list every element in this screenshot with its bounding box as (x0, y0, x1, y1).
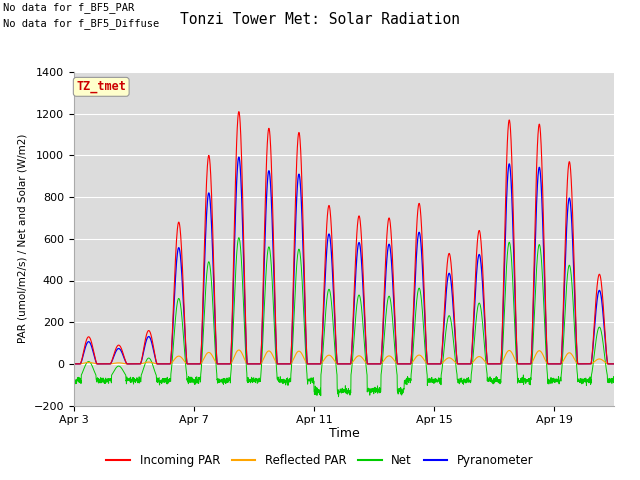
Reflected PAR (235, 347, 243, 353)
Pyranometer (70, 361, 77, 367)
Incoming PAR (235, 109, 243, 115)
Net (266, 248, 274, 254)
Incoming PAR (266, 133, 274, 139)
Net (122, 378, 130, 384)
Pyranometer (362, 329, 369, 335)
Incoming PAR (611, 361, 618, 367)
Pyranometer (266, 174, 274, 180)
Line: Net: Net (74, 238, 614, 397)
Incoming PAR (362, 323, 369, 328)
Y-axis label: PAR (umol/m2/s) / Net and Solar (W/m2): PAR (umol/m2/s) / Net and Solar (W/m2) (18, 134, 28, 344)
Pyranometer (155, 361, 163, 367)
Reflected PAR (122, 361, 130, 367)
X-axis label: Time: Time (328, 427, 360, 440)
Incoming PAR (541, 267, 548, 273)
Incoming PAR (189, 361, 197, 367)
Pyranometer (611, 361, 618, 367)
Text: No data for f_BF5_Diffuse: No data for f_BF5_Diffuse (3, 18, 159, 29)
Net (155, 378, 163, 384)
Line: Pyranometer: Pyranometer (74, 157, 614, 364)
Reflected PAR (362, 359, 369, 365)
Reflected PAR (611, 361, 618, 367)
Net (235, 235, 243, 240)
Text: Tonzi Tower Met: Solar Radiation: Tonzi Tower Met: Solar Radiation (180, 12, 460, 27)
Net (541, 327, 548, 333)
Line: Reflected PAR: Reflected PAR (74, 350, 614, 364)
Reflected PAR (189, 361, 197, 367)
Text: No data for f_BF5_PAR: No data for f_BF5_PAR (3, 2, 134, 13)
Line: Incoming PAR: Incoming PAR (74, 112, 614, 364)
Legend: Incoming PAR, Reflected PAR, Net, Pyranometer: Incoming PAR, Reflected PAR, Net, Pyrano… (102, 449, 538, 472)
Pyranometer (122, 360, 130, 365)
Text: TZ_tmet: TZ_tmet (76, 80, 126, 93)
Reflected PAR (266, 348, 274, 354)
Net (189, 377, 197, 383)
Net (611, 378, 618, 384)
Reflected PAR (70, 361, 77, 367)
Reflected PAR (155, 361, 163, 367)
Net (335, 394, 342, 400)
Pyranometer (235, 154, 243, 160)
Reflected PAR (541, 356, 548, 361)
Net (70, 380, 77, 385)
Net (362, 355, 369, 361)
Pyranometer (189, 361, 197, 367)
Incoming PAR (155, 361, 163, 367)
Incoming PAR (122, 360, 130, 365)
Incoming PAR (70, 361, 77, 367)
Pyranometer (541, 284, 548, 290)
